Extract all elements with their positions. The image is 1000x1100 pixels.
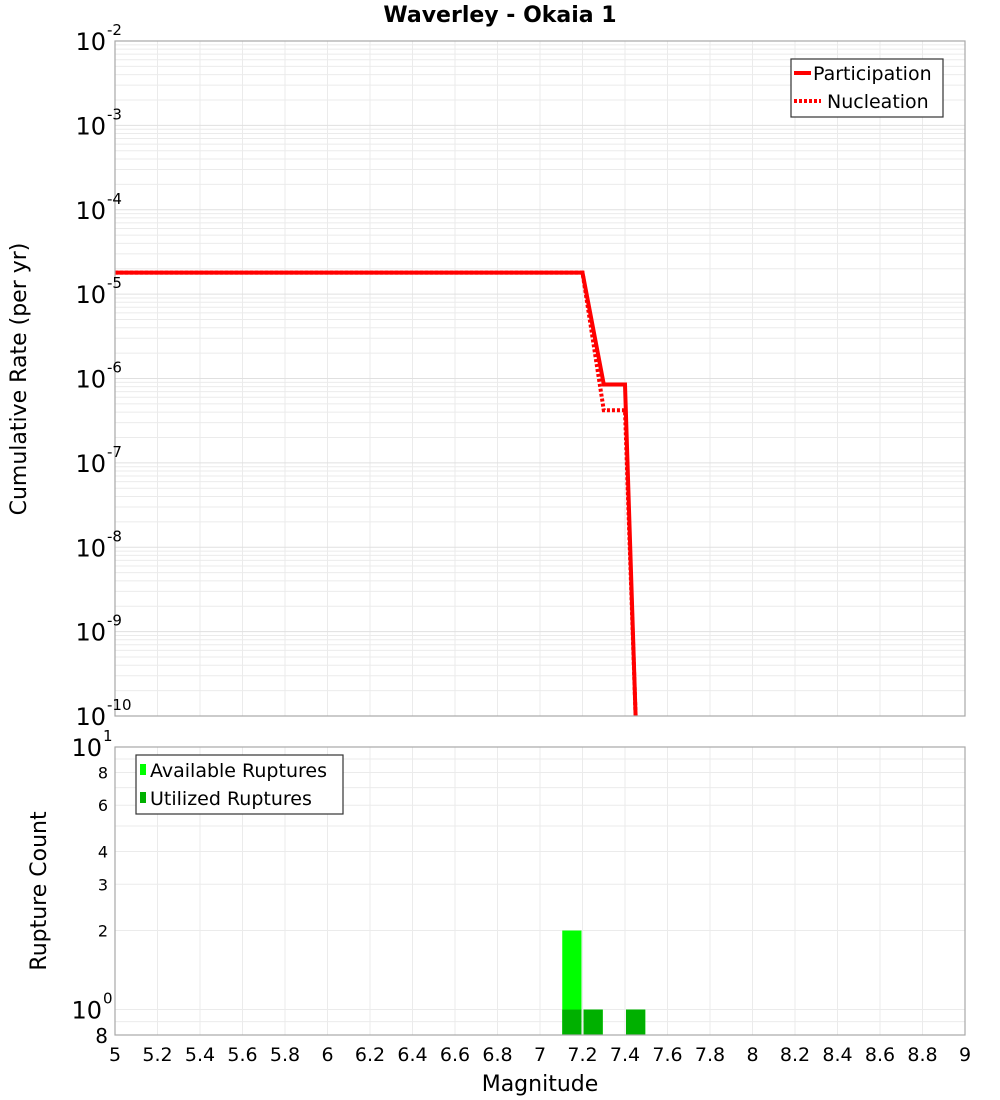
- x-tick-label: 9: [959, 1044, 971, 1066]
- x-tick-label: 7.2: [567, 1044, 597, 1066]
- y-tick-exponent: -9: [107, 612, 122, 630]
- x-tick-label: 7.4: [610, 1044, 640, 1066]
- y-tick-label: 8: [95, 1024, 108, 1048]
- utilized-legend-swatch: [140, 792, 146, 803]
- y-tick-label: 2: [98, 922, 108, 941]
- top-legend-box: [790, 58, 944, 118]
- y-tick-label: 10: [71, 734, 102, 762]
- utilized-ruptures-bar: [583, 1009, 603, 1035]
- x-tick-label: 5: [109, 1044, 121, 1066]
- bottom-bars: [562, 930, 646, 1035]
- top-plot-frame: [114, 40, 966, 717]
- x-tick-label: 5.2: [142, 1044, 172, 1066]
- x-tick-label: 8.2: [780, 1044, 810, 1066]
- top-y-axis-label: Cumulative Rate (per yr): [7, 243, 32, 516]
- y-tick-label: 8: [98, 763, 108, 782]
- y-tick-exponent: -10: [107, 696, 132, 714]
- x-tick-label: 8.8: [907, 1044, 937, 1066]
- y-tick-label: 6: [98, 796, 108, 815]
- available-legend-swatch: [140, 764, 146, 775]
- top-grid: [114, 41, 966, 717]
- x-tick-label: 6.6: [440, 1044, 470, 1066]
- y-tick-label: 10: [75, 619, 106, 647]
- x-tick-label: 6.2: [355, 1044, 385, 1066]
- y-tick-exponent: -4: [107, 190, 122, 208]
- x-ticks: 5 5.2 5.4 5.6 5.8 6 6.2 6.4 6.6 6.8 7 7.2 7.4 7.6 7.8 8…: [109, 1044, 971, 1066]
- x-tick-label: 7: [534, 1044, 546, 1066]
- y-tick-label: 10: [75, 281, 106, 309]
- bottom-y-axis-label: Rupture Count: [27, 811, 52, 971]
- y-tick-label: 10: [75, 450, 106, 478]
- x-tick-label: 6: [321, 1044, 333, 1066]
- chart-title: Waverley - Okaia 1: [383, 3, 616, 28]
- y-tick-exponent: -2: [107, 21, 122, 39]
- x-tick-label: 6.4: [397, 1044, 427, 1066]
- top-series: [115, 270, 638, 717]
- y-tick-label: 10: [75, 197, 106, 225]
- y-tick-exponent: -3: [107, 105, 122, 123]
- top-plot: 10-210-310-410-510-610-710-810-910-10 Cu…: [7, 21, 966, 731]
- x-axis-label: Magnitude: [482, 1072, 599, 1097]
- legend-nucleation: Nucleation: [827, 91, 929, 113]
- legend-utilized: Utilized Ruptures: [150, 788, 312, 810]
- bottom-plot-frame: [114, 746, 966, 1036]
- top-y-ticks: 10-210-310-410-510-610-710-810-910-10: [75, 21, 131, 731]
- utilized-ruptures-bar: [626, 1009, 646, 1035]
- y-tick-exponent: -7: [107, 443, 122, 461]
- y-tick-label: 10: [75, 366, 106, 394]
- x-tick-label: 8.4: [822, 1044, 852, 1066]
- top-legend: Participation Nucleation: [790, 58, 944, 118]
- bottom-legend: Available Ruptures Utilized Ruptures: [135, 754, 344, 815]
- y-tick-exponent: -8: [107, 527, 122, 545]
- y-tick-label: 4: [98, 842, 108, 861]
- y-tick-label: 10: [75, 703, 106, 731]
- participation-line: [115, 270, 638, 717]
- y-tick-exponent: 1: [103, 727, 113, 745]
- y-tick-exponent: -6: [107, 359, 122, 377]
- bottom-legend-box: [135, 754, 344, 815]
- y-tick-label: 10: [75, 28, 106, 56]
- y-tick-exponent: -5: [107, 274, 122, 292]
- x-tick-label: 5.4: [185, 1044, 215, 1066]
- x-tick-label: 5.8: [270, 1044, 300, 1066]
- x-tick-label: 7.8: [695, 1044, 725, 1066]
- y-tick-label: 3: [98, 875, 108, 894]
- x-tick-label: 8: [746, 1044, 758, 1066]
- legend-participation: Participation: [813, 63, 932, 85]
- utilized-ruptures-bar: [562, 1009, 582, 1035]
- x-tick-label: 6.8: [482, 1044, 512, 1066]
- available-ruptures-bar: [562, 930, 582, 1035]
- x-tick-label: 7.6: [652, 1044, 682, 1066]
- x-tick-label: 8.6: [865, 1044, 895, 1066]
- x-tick-label: 5.6: [227, 1044, 257, 1066]
- y-tick-label: 10: [75, 112, 106, 140]
- y-tick-label: 10: [75, 534, 106, 562]
- legend-available: Available Ruptures: [150, 760, 327, 782]
- y-tick-label: 10: [71, 997, 102, 1025]
- y-tick-exponent: 0: [103, 990, 113, 1008]
